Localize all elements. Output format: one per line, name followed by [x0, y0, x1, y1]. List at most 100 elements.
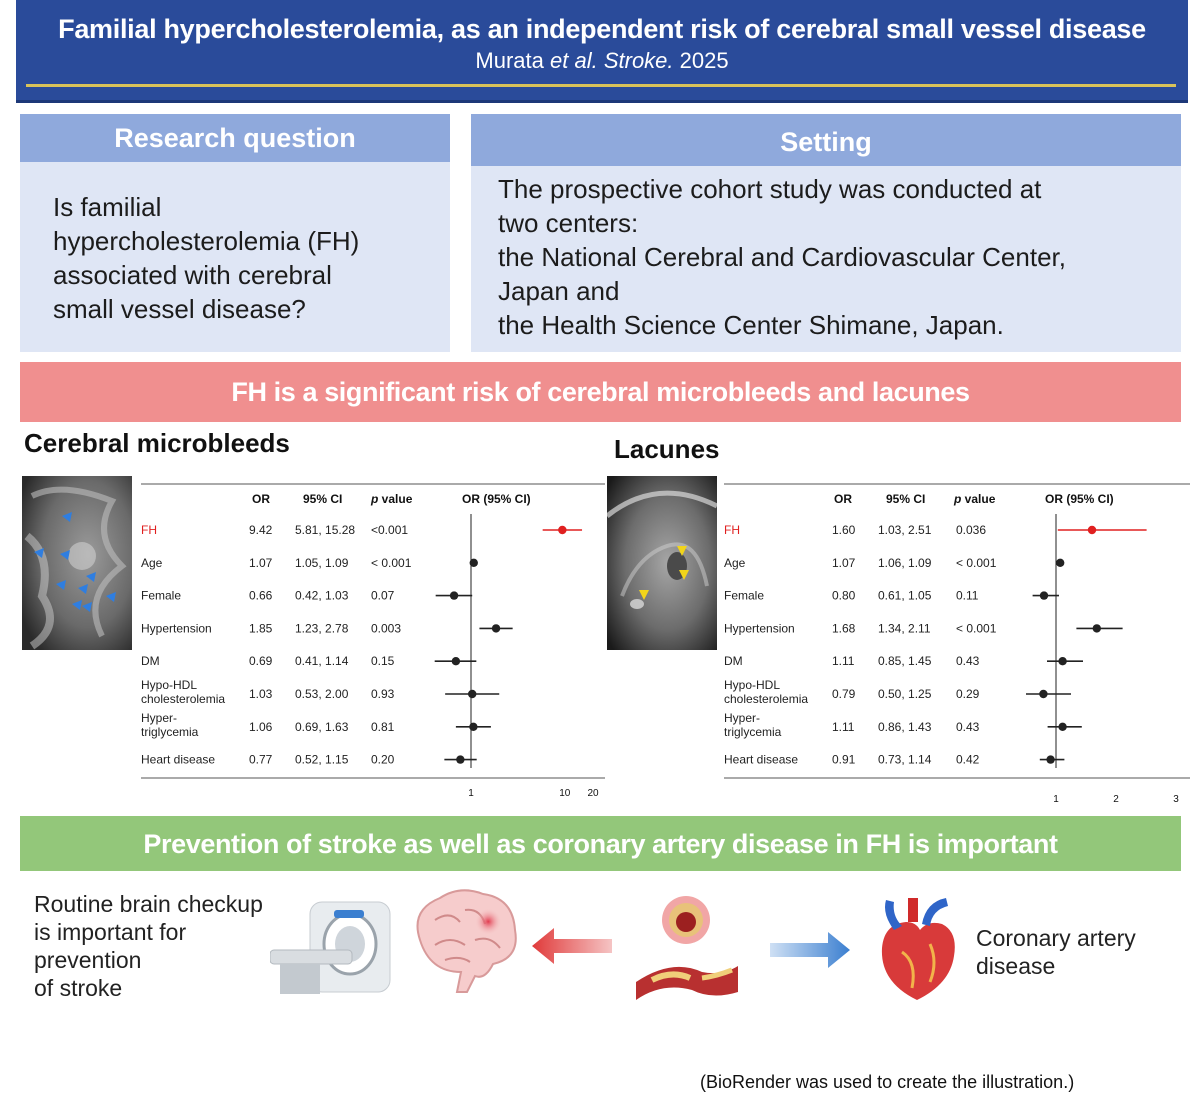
row-or: 0.80 [832, 589, 856, 603]
row-label: DM [141, 654, 160, 668]
setting-line: two centers: [498, 208, 639, 238]
row-p: 0.42 [956, 753, 980, 767]
x-tick-label: 10 [559, 788, 571, 799]
row-ci: 0.50, 1.25 [878, 687, 932, 701]
forest-row: DM 0.69 0.41, 1.14 0.15 [141, 654, 477, 668]
row-ci: 0.41, 1.14 [295, 654, 349, 668]
research-question-text: Is familial hypercholesterolemia (FH) as… [53, 190, 433, 326]
row-ci: 1.34, 2.11 [878, 621, 931, 635]
row-ci: 0.73, 1.14 [878, 753, 932, 767]
arrow-left-icon [532, 928, 612, 964]
or-point [469, 558, 478, 567]
row-label: Heart disease [724, 753, 798, 767]
or-point [558, 525, 567, 535]
arrow-right-icon [770, 932, 850, 968]
artery-plaque-icon [636, 896, 738, 1000]
row-label-line2: cholesterolemia [724, 692, 808, 706]
row-label: Age [141, 556, 163, 570]
coronary-line: Coronary artery [976, 925, 1136, 951]
row-p: 0.20 [371, 753, 395, 767]
row-p: < 0.001 [371, 556, 412, 570]
microbleeds-title: Cerebral microbleeds [24, 428, 290, 458]
or-point [1092, 624, 1101, 633]
or-point [1058, 657, 1067, 666]
research-question-box: Research question Is familial hyperchole… [20, 114, 450, 352]
header-rule [26, 84, 1176, 87]
row-label: Hypo-HDL [141, 678, 197, 692]
row-label: Hypertension [724, 621, 795, 635]
or-point [456, 755, 465, 764]
row-ci: 1.05, 1.09 [295, 556, 349, 570]
row-ci: 0.61, 1.05 [878, 589, 932, 603]
or-point [491, 624, 501, 633]
citation-etal: et al. [550, 48, 598, 73]
row-ci: 0.69, 1.63 [295, 720, 349, 734]
lacune-arrows [639, 546, 689, 600]
row-label-line2: triglycemia [141, 725, 199, 739]
forest-row: Hypertension 1.68 1.34, 2.11 < 0.001 [724, 621, 1123, 635]
row-or: 1.85 [249, 621, 273, 635]
or-point [1087, 525, 1097, 535]
setting-line: The prospective cohort study was conduct… [498, 174, 1042, 204]
forest-plot-microbleeds: OR 95% CI p value OR (95% CI) FH 9.42 5.81… [141, 483, 605, 799]
row-label: Female [141, 589, 181, 603]
col-header-p-italic: p [953, 492, 961, 506]
forest-row: Age 1.07 1.06, 1.09 < 0.001 [724, 556, 1065, 570]
row-ci: 1.23, 2.78 [295, 621, 349, 635]
col-header-p: p value [370, 492, 413, 506]
row-label: FH [141, 523, 157, 537]
or-point [1039, 689, 1048, 699]
row-p: 0.93 [371, 687, 395, 701]
row-p: 0.29 [956, 687, 980, 701]
row-label: Hyper- [141, 711, 177, 725]
col-header-p-rest: value [961, 492, 995, 506]
row-p: 0.07 [371, 589, 395, 603]
row-p: 0.036 [956, 523, 986, 537]
row-ci: 1.03, 2.51 [878, 523, 932, 537]
coronary-text: Coronary artery disease [976, 924, 1136, 980]
x-tick-label: 3 [1173, 794, 1179, 804]
row-or: 1.60 [832, 523, 856, 537]
row-p: <0.001 [371, 523, 408, 537]
setting-text: The prospective cohort study was conduct… [498, 172, 1178, 342]
col-header-plot: OR (95% CI) [462, 492, 531, 506]
mri-lacunes-image [607, 476, 717, 650]
microbleed-arrows [34, 512, 116, 612]
heart-icon [881, 898, 955, 1000]
row-p: 0.11 [956, 589, 979, 603]
setting-box: Setting The prospective cohort study was… [471, 114, 1181, 352]
footnote: (BioRender was used to create the illust… [700, 1072, 1075, 1092]
row-or: 0.91 [832, 753, 856, 767]
col-header-p-rest: value [378, 492, 412, 506]
row-label: DM [724, 654, 743, 668]
col-header-ci: 95% CI [303, 492, 342, 506]
brain-checkup-line: of stroke [34, 975, 123, 1001]
col-header-p: p value [953, 492, 996, 506]
forest-row: Heart disease 0.91 0.73, 1.14 0.42 [724, 753, 1065, 767]
forest-row: FH 9.42 5.81, 15.28 <0.001 [141, 523, 583, 537]
row-p: < 0.001 [956, 621, 997, 635]
or-point [1056, 558, 1065, 567]
or-point [468, 689, 477, 699]
forest-row: Hyper-triglycemia 1.06 0.69, 1.63 0.81 [141, 711, 491, 739]
row-label: FH [724, 523, 740, 537]
forest-row: Hypertension 1.85 1.23, 2.78 0.003 [141, 621, 513, 635]
col-header-ci: 95% CI [886, 492, 925, 506]
setting-line: Japan and [498, 276, 620, 306]
research-question-heading: Research question [20, 114, 450, 162]
col-header-p-italic: p [370, 492, 378, 506]
row-ci: 5.81, 15.28 [295, 523, 355, 537]
row-or: 1.03 [249, 687, 273, 701]
row-or: 9.42 [249, 523, 273, 537]
brain-checkup-text: Routine brain checkup is important for p… [34, 890, 263, 1002]
brain-icon [416, 889, 517, 993]
row-p: 0.43 [956, 720, 980, 734]
row-ci: 1.06, 1.09 [878, 556, 932, 570]
brain-checkup-line: prevention [34, 947, 142, 973]
forest-row: FH 1.60 1.03, 2.51 0.036 [724, 523, 1147, 537]
forest-row: Heart disease 0.77 0.52, 1.15 0.20 [141, 753, 477, 767]
row-p: 0.81 [371, 720, 395, 734]
row-or: 0.79 [832, 687, 856, 701]
col-header-or: OR [834, 492, 852, 506]
